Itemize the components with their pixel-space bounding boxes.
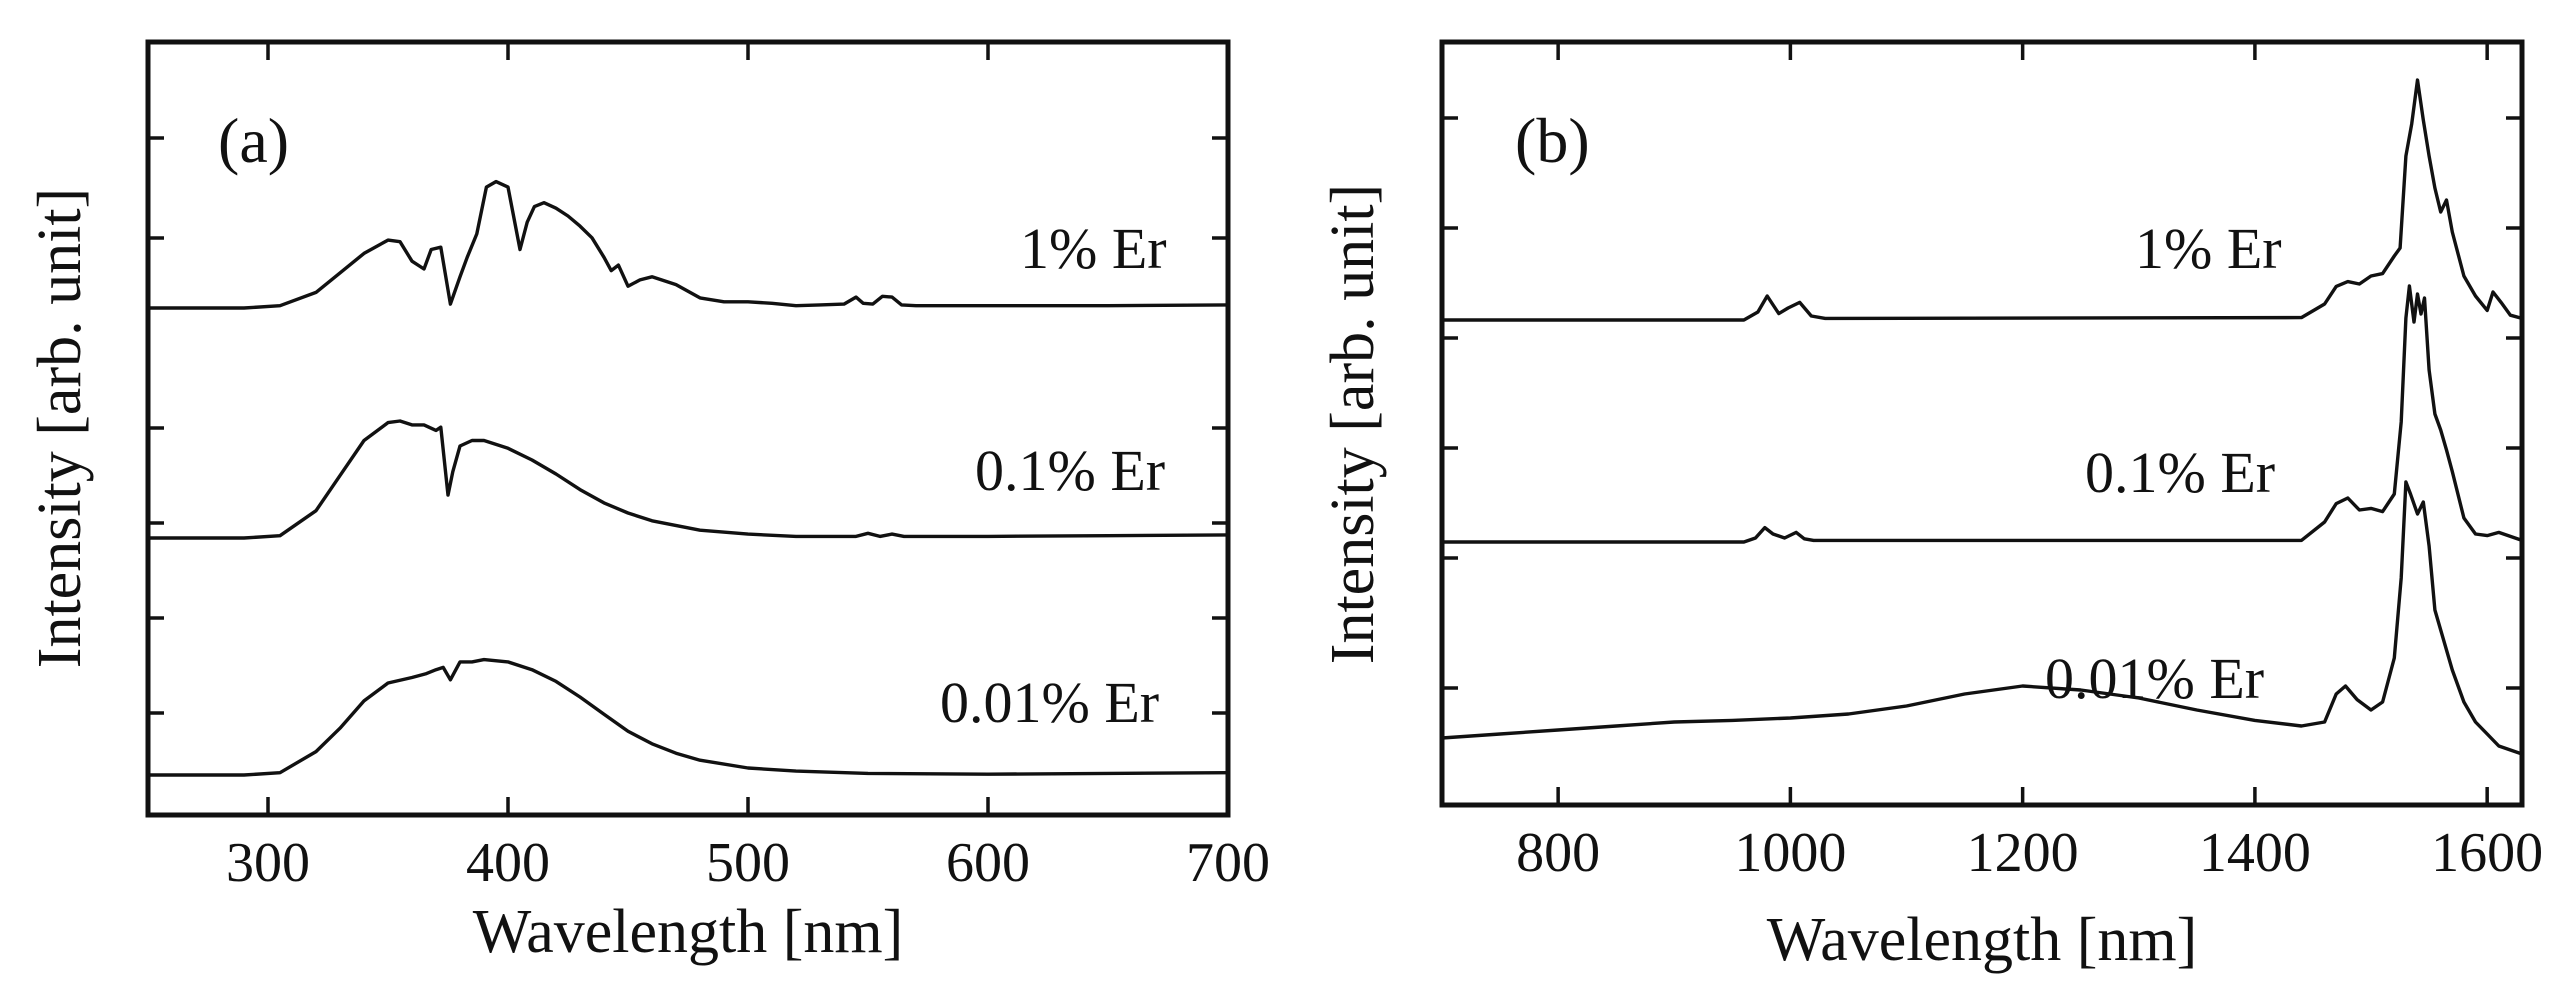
panel-a-ticks (148, 42, 1230, 815)
panel-a-x-tick-label: 500 (706, 832, 790, 894)
panel-a-x-tick-label: 700 (1186, 832, 1270, 894)
panel-b-x-tick-label: 1400 (2199, 822, 2311, 884)
panel-b-y-axis-title: Intensity [arb. unit] (1319, 184, 1387, 664)
series-label-b-1-er: 1% Er (2135, 216, 2282, 281)
panel-a-x-tick-label: 400 (466, 832, 550, 894)
series-label-0-01-er: 0.01% Er (940, 670, 1159, 735)
panel-a-label: (a) (218, 105, 289, 176)
spectrum-b-1-er (1442, 78, 2523, 322)
panel-a: 300 400 500 600 700 (a) 1% Er 0.1% Er 0.01% … (26, 39, 1270, 966)
series-label-b-0-1-er: 0.1% Er (2085, 440, 2275, 505)
panel-b-tick-labels: 800 1000 1200 1400 1600 (1516, 822, 2543, 884)
panel-a-x-tick-label: 300 (226, 832, 310, 894)
panel-b-x-tick-label: 1600 (2431, 822, 2543, 884)
spectrum-b-0-01-er (1441, 480, 2523, 756)
panel-b-x-tick-label: 1200 (1967, 822, 2079, 884)
series-label-b-0-01-er: 0.01% Er (2045, 646, 2264, 711)
panel-b-x-tick-label: 800 (1516, 822, 1600, 884)
panel-b-x-axis-title: Wavelength [nm] (1767, 906, 2198, 974)
panel-b-curves (1441, 78, 2523, 756)
panel-b-frame (1439, 39, 2525, 808)
spectrum-a-1-er (148, 179, 1229, 310)
panel-b-label: (b) (1515, 105, 1590, 176)
panel-a-x-axis-title: Wavelength [nm] (473, 898, 904, 966)
panel-b-x-tick-label: 1000 (1734, 822, 1846, 884)
spectrum-a-0-1-er (148, 419, 1229, 540)
panel-a-curves (148, 179, 1229, 777)
panel-b-ticks (1442, 42, 2522, 805)
series-label-1-er: 1% Er (1020, 216, 1167, 281)
panel-a-tick-labels: 300 400 500 600 700 (226, 832, 1270, 894)
spectrum-b-0-1-er (1442, 284, 2523, 544)
panel-a-y-axis-title: Intensity [arb. unit] (26, 188, 94, 668)
series-label-0-1-er: 0.1% Er (975, 438, 1165, 503)
panel-a-x-tick-label: 600 (946, 832, 1030, 894)
panel-b: 800 1000 1200 1400 1600 (b) 1% Er 0.1% Er 0.… (1319, 39, 2543, 974)
spectrum-a-0-01-er (148, 657, 1229, 777)
